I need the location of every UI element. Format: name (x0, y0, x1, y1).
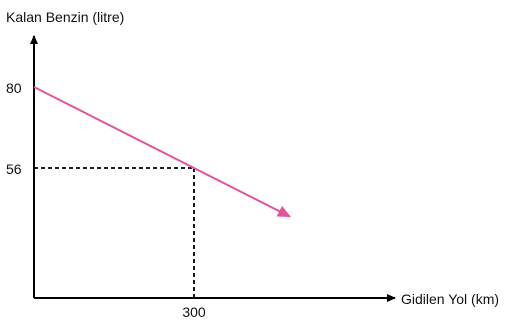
y-tick-label-80: 80 (6, 80, 22, 96)
x-tick-label-300: 300 (182, 304, 206, 320)
x-axis-label: Gidilen Yol (km) (401, 291, 499, 307)
y-tick-label-56: 56 (6, 161, 22, 177)
y-axis-label: Kalan Benzin (litre) (6, 9, 124, 25)
series-line (33, 86, 291, 218)
